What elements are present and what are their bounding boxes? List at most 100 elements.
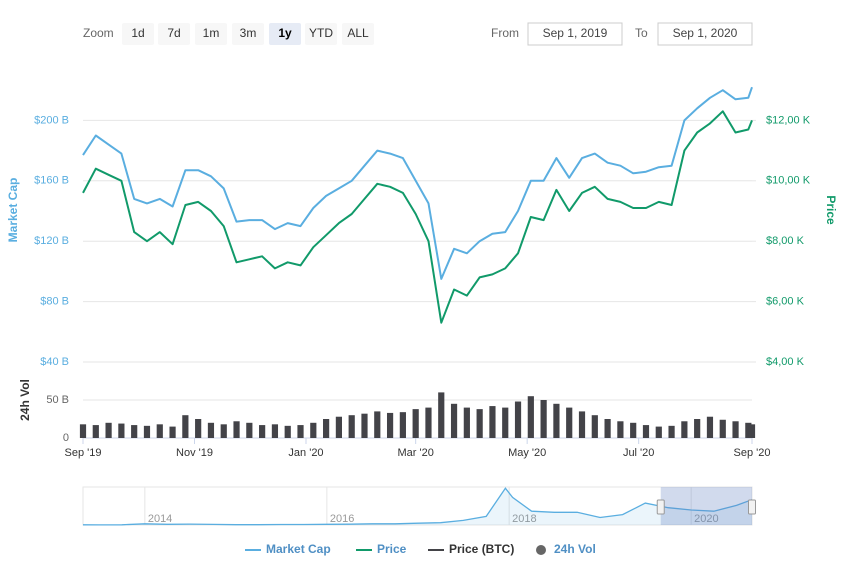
volume-bar	[323, 419, 330, 438]
y2-axis-title: Price	[824, 195, 838, 225]
volume-bar	[578, 411, 586, 438]
navigator-selection[interactable]	[660, 487, 752, 525]
volume-bar	[489, 406, 496, 438]
zoom-button-label[interactable]: 7d	[167, 26, 180, 40]
legend-label[interactable]: 24h Vol	[554, 542, 596, 556]
volume-bar	[502, 407, 509, 438]
zoom-button[interactable]	[342, 23, 374, 45]
volume-bar	[348, 415, 355, 438]
zoom-button[interactable]	[158, 23, 190, 45]
volume-bar	[514, 401, 522, 438]
series-line	[82, 86, 753, 280]
volume-bar	[233, 421, 240, 438]
volume-bar	[374, 411, 381, 438]
volume-bar	[745, 422, 752, 438]
x-tick-label: Jul '20	[623, 447, 654, 459]
to-label: To	[635, 26, 648, 40]
volume-bar	[668, 425, 675, 438]
volume-bar	[719, 419, 726, 438]
x-tick-label: Nov '19	[176, 447, 213, 459]
to-input[interactable]	[657, 22, 753, 46]
y-tick-label: $200 B	[34, 114, 69, 126]
x-tick-label: May '20	[508, 447, 546, 459]
volume-bar	[105, 422, 112, 438]
x-tick-label: Mar '20	[398, 447, 434, 459]
volume-bar	[399, 412, 406, 438]
volume-bar	[412, 409, 419, 438]
volume-bar	[297, 425, 304, 438]
zoom-button[interactable]	[232, 23, 264, 45]
volume-bar	[182, 415, 189, 438]
y2-tick-label: $8,00 K	[766, 235, 805, 247]
volume-bar	[655, 426, 662, 438]
x-tick-label: Sep '19	[65, 447, 102, 459]
volume-bar	[425, 407, 432, 438]
volume-bar	[591, 415, 598, 438]
volume-bar	[642, 425, 650, 438]
from-label: From	[491, 26, 519, 40]
volume-bar	[246, 422, 253, 438]
x-tick-label: Jan '20	[288, 447, 323, 459]
zoom-button-label[interactable]: 3m	[240, 26, 257, 40]
legend-symbol	[536, 545, 546, 555]
y2-tick-label: $10,00 K	[766, 175, 811, 187]
volume-bar	[271, 424, 279, 438]
vol-tick-label: 50 B	[46, 394, 69, 406]
y-axis-title: Market Cap	[6, 178, 20, 243]
volume-bar	[361, 413, 368, 438]
volume-bar	[335, 416, 342, 438]
volume-bar	[143, 425, 151, 438]
volume-bar	[284, 425, 291, 438]
legend-label[interactable]: Price (BTC)	[449, 542, 514, 556]
navigator-tick-label: 2014	[148, 513, 172, 525]
volume-bar	[732, 421, 739, 438]
zoom-button-label[interactable]: YTD	[309, 26, 333, 40]
zoom-button[interactable]	[195, 23, 227, 45]
zoom-button[interactable]	[122, 23, 154, 45]
y2-tick-label: $12,00 K	[766, 114, 811, 126]
zoom-button-label[interactable]: ALL	[347, 26, 369, 40]
to-value[interactable]: Sep 1, 2020	[673, 26, 738, 40]
volume-bar	[553, 403, 560, 438]
volume-bar	[450, 403, 458, 438]
volume-bar	[527, 396, 534, 438]
volume-bar	[604, 419, 611, 438]
from-input[interactable]	[527, 22, 623, 46]
x-tick-label: Sep '20	[734, 447, 771, 459]
volume-bar	[92, 425, 99, 438]
zoom-button[interactable]	[269, 23, 301, 45]
zoom-button-label[interactable]: 1d	[131, 26, 144, 40]
navigator-tick-label: 2016	[330, 513, 354, 525]
from-value[interactable]: Sep 1, 2019	[543, 26, 608, 40]
navigator-handle[interactable]	[748, 499, 756, 515]
volume-bar	[681, 421, 688, 438]
volume-bar	[169, 426, 176, 438]
volume-bar	[131, 425, 138, 438]
volume-bar	[156, 424, 163, 438]
volume-bar	[79, 424, 87, 438]
volume-bar	[207, 422, 215, 438]
volume-bar	[386, 412, 394, 438]
volume-bar	[694, 419, 701, 438]
navigator-handle[interactable]	[656, 499, 665, 515]
volume-bar	[706, 416, 714, 438]
volume-bar	[310, 422, 317, 438]
y-tick-label: $120 B	[34, 235, 69, 247]
navigator-tick-label: 2018	[512, 513, 536, 525]
y2-tick-label: $6,00 K	[766, 296, 805, 308]
legend-label[interactable]: Market Cap	[266, 542, 331, 556]
zoom-button-label[interactable]: 1m	[203, 26, 220, 40]
volume-bar	[438, 392, 445, 438]
zoom-button[interactable]	[305, 23, 337, 45]
volume-bar	[476, 409, 483, 438]
volume-bar	[617, 421, 624, 438]
zoom-button-label[interactable]: 1y	[278, 26, 292, 40]
volume-bar	[463, 407, 470, 438]
navigator-tick-label: 2020	[694, 513, 718, 525]
y-tick-label: $80 B	[40, 296, 69, 308]
legend-label[interactable]: Price	[377, 542, 407, 556]
volume-bar	[220, 424, 227, 438]
vol-tick-label: 0	[63, 432, 69, 444]
